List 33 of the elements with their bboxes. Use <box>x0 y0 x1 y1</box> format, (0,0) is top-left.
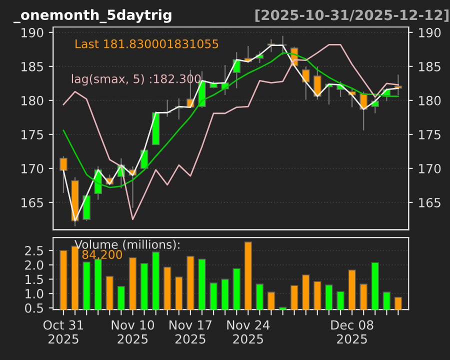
y2-tick-label: 185 <box>419 62 440 72</box>
y-tick-label: 165 <box>22 198 43 208</box>
y-tick-label: 2.0 <box>25 260 44 270</box>
x-tick-label: Nov 17 2025 <box>170 320 212 344</box>
y-tick-label: 190 <box>22 28 44 38</box>
y2-tick-label: 165 <box>419 198 440 208</box>
annotation: Volume (millions): <box>74 240 180 250</box>
series-label: lag(smax, 5) :182.300 <box>72 74 201 86</box>
y-tick-label: 1.5 <box>26 274 43 284</box>
y-tick-label: 170 <box>22 164 44 174</box>
y-tick-label: 180 <box>22 96 44 106</box>
chart-subtitle: [2025-10-31/2025-12-12] <box>255 9 449 22</box>
candlestick <box>302 66 310 100</box>
candlestick <box>82 195 90 222</box>
x-tick-label: Nov 24 2025 <box>227 320 270 344</box>
y2-tick-label: 170 <box>419 164 441 174</box>
y-tick-label: 2.5 <box>25 246 43 256</box>
candlestick <box>60 156 68 194</box>
y2-tick-label: 175 <box>419 130 440 140</box>
y2-tick-label: 180 <box>419 96 441 106</box>
chart-title: _onemonth_5daytrig <box>14 9 172 24</box>
y-tick-label: 0.5 <box>25 303 43 313</box>
annotation: Last 181.830001831055 <box>76 39 218 48</box>
x-tick-label: Oct 31 2025 <box>43 320 84 344</box>
x-tick-label: Nov 10 2025 <box>112 320 154 344</box>
x-tick-label: Dec 08 2025 <box>331 320 374 344</box>
y-tick-label: 175 <box>22 130 43 140</box>
line-series <box>62 52 399 188</box>
candlestick <box>314 66 322 100</box>
y-tick-label: 1.0 <box>26 289 44 298</box>
y2-tick-label: 190 <box>419 28 441 38</box>
y-tick-label: 185 <box>22 62 43 72</box>
annotation: 84,200 <box>82 250 122 260</box>
